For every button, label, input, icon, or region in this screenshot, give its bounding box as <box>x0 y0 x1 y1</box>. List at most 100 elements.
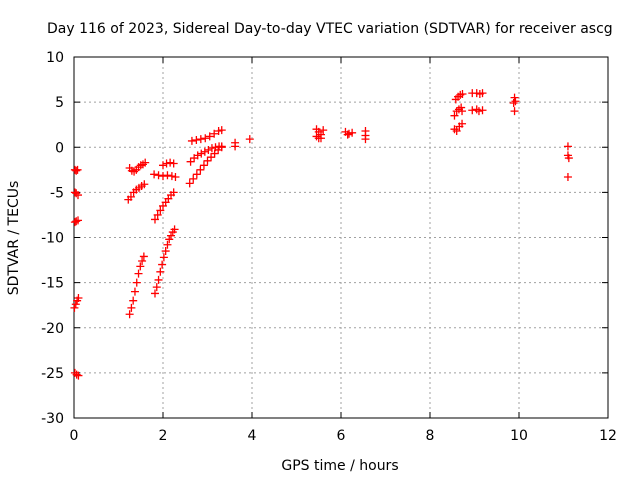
data-point <box>74 371 83 380</box>
data-point <box>343 130 352 139</box>
data-point <box>163 171 172 180</box>
data-point <box>167 172 176 181</box>
data-point <box>158 260 167 269</box>
x-tick-label: 6 <box>337 428 346 444</box>
data-point <box>186 157 195 166</box>
data-point <box>150 170 159 179</box>
data-point <box>458 107 467 116</box>
data-point <box>129 296 138 305</box>
data-point <box>156 206 165 215</box>
data-point <box>478 106 487 115</box>
data-point <box>138 256 147 265</box>
data-point <box>139 252 148 261</box>
data-point <box>150 215 159 224</box>
data-point <box>510 93 519 102</box>
data-point <box>163 240 172 249</box>
y-tick-label: -30 <box>41 411 64 427</box>
data-series <box>70 89 573 380</box>
x-tick-label: 12 <box>599 428 617 444</box>
data-point <box>193 151 202 160</box>
chart-title: Day 116 of 2023, Sidereal Day-to-day VTE… <box>47 21 613 37</box>
data-point <box>141 158 150 167</box>
y-tick-label: -25 <box>41 366 64 382</box>
data-point <box>74 191 83 200</box>
data-point <box>166 158 175 167</box>
data-point <box>159 172 167 181</box>
data-point <box>468 106 477 115</box>
data-point <box>74 293 83 302</box>
data-point <box>197 149 206 158</box>
data-point <box>210 129 219 138</box>
data-point <box>72 166 81 175</box>
data-point <box>167 231 176 240</box>
data-point <box>140 180 149 189</box>
data-point <box>204 145 213 154</box>
data-point <box>319 126 328 135</box>
data-point <box>159 161 167 170</box>
data-point <box>201 134 210 143</box>
data-point <box>509 99 518 108</box>
x-tick-label: 2 <box>159 428 168 444</box>
data-point <box>154 275 163 284</box>
data-point <box>511 97 520 106</box>
data-point <box>458 90 467 99</box>
data-point <box>192 136 201 145</box>
data-point <box>171 173 180 182</box>
data-point <box>192 170 201 179</box>
data-point <box>161 247 170 256</box>
data-point <box>205 132 214 141</box>
data-point <box>187 136 196 145</box>
data-point <box>152 283 161 292</box>
data-point <box>73 165 82 174</box>
data-point <box>458 119 467 128</box>
data-point <box>130 287 139 296</box>
grid-lines <box>74 57 608 418</box>
data-point <box>510 107 519 116</box>
y-tick-label: 10 <box>46 50 64 66</box>
data-point <box>127 303 136 312</box>
data-point <box>563 173 572 182</box>
y-tick-label: -10 <box>41 231 64 247</box>
x-tick-label: 10 <box>510 428 528 444</box>
data-point <box>478 89 487 98</box>
data-point <box>457 103 466 112</box>
data-point <box>170 225 179 234</box>
data-point <box>165 235 174 244</box>
data-point <box>196 135 205 144</box>
data-point <box>196 165 205 174</box>
data-point <box>72 370 81 379</box>
data-point <box>245 135 254 144</box>
data-point <box>450 111 459 120</box>
data-point <box>169 188 178 197</box>
x-tick-label: 0 <box>70 428 79 444</box>
data-point <box>217 126 226 135</box>
data-point <box>74 216 83 225</box>
data-point <box>200 147 209 156</box>
x-tick-label: 8 <box>426 428 435 444</box>
data-point <box>210 149 219 158</box>
data-point <box>70 303 79 312</box>
data-point <box>72 217 81 226</box>
data-point <box>159 253 168 262</box>
y-tick-label: -20 <box>41 321 64 337</box>
data-point <box>126 192 135 201</box>
data-point <box>207 144 216 153</box>
data-point <box>207 153 216 162</box>
x-axis: 0 2 4 6 8 10 12 <box>70 57 617 444</box>
x-tick-label: 4 <box>248 428 257 444</box>
y-axis-label: SDTVAR / TECUs <box>6 181 22 296</box>
data-point <box>217 143 226 152</box>
data-point <box>452 127 461 136</box>
data-point <box>199 161 208 170</box>
data-point <box>169 159 178 168</box>
data-point <box>136 262 145 271</box>
data-point <box>150 289 159 298</box>
y-tick-label: -15 <box>41 276 64 292</box>
data-point <box>72 189 81 198</box>
data-point <box>189 174 198 183</box>
data-point <box>125 310 134 319</box>
y-axis: -30 -25 -20 -15 -10 -5 0 5 10 <box>41 50 608 427</box>
x-axis-label: GPS time / hours <box>281 458 398 474</box>
data-point <box>203 156 212 165</box>
